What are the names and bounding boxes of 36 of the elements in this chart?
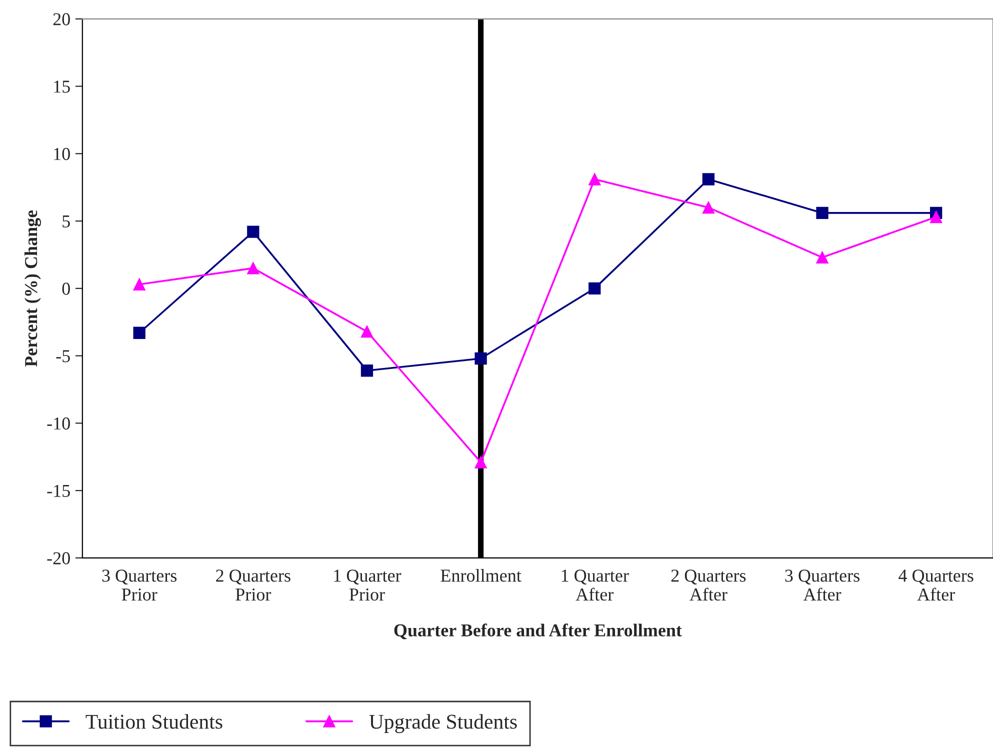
point [133, 326, 146, 339]
y-tick-label: 15 [54, 80, 70, 93]
point [360, 364, 374, 377]
point [247, 226, 260, 238]
y-tick-label: -20 [47, 552, 70, 564]
y-tick-label: 5 [62, 215, 70, 228]
point [702, 173, 715, 186]
y-tick-label: -5 [56, 350, 70, 362]
x-tick-label: Enrollment [440, 569, 522, 582]
point [474, 456, 487, 468]
x-tick-label: 1 Quarter After [562, 570, 629, 601]
point [930, 210, 942, 224]
point [702, 201, 715, 214]
x-tick-label: 3 Quarters After [785, 570, 860, 601]
x-tick-label: 4 Quarters After [898, 570, 974, 601]
point [247, 262, 260, 274]
point [588, 282, 601, 294]
legend-label: Tuition Students [86, 714, 222, 729]
y-axis-title: Percent (%) Change [24, 210, 41, 367]
y-tick-label: 0 [62, 282, 70, 295]
legend-label: Upgrade Students [369, 714, 517, 734]
x-tick-label: 1 Quarter Prior [334, 570, 402, 601]
point [816, 206, 828, 220]
point [360, 325, 374, 338]
point [474, 352, 487, 365]
y-tick-label: 20 [53, 13, 70, 26]
x-tick-label: 2 Quarters Prior [216, 570, 290, 601]
x-tick-label: 2 Quarters After [671, 570, 746, 601]
point [588, 173, 601, 186]
x-tick-label: 3 Quarters Prior [102, 570, 177, 601]
y-tick-label: -10 [47, 417, 70, 430]
x-axis-title: Quarter Before and After Enrollment [394, 624, 682, 640]
point [133, 278, 146, 290]
y-tick-label: -15 [47, 484, 70, 497]
point [816, 251, 828, 264]
y-tick-label: 10 [54, 148, 70, 160]
